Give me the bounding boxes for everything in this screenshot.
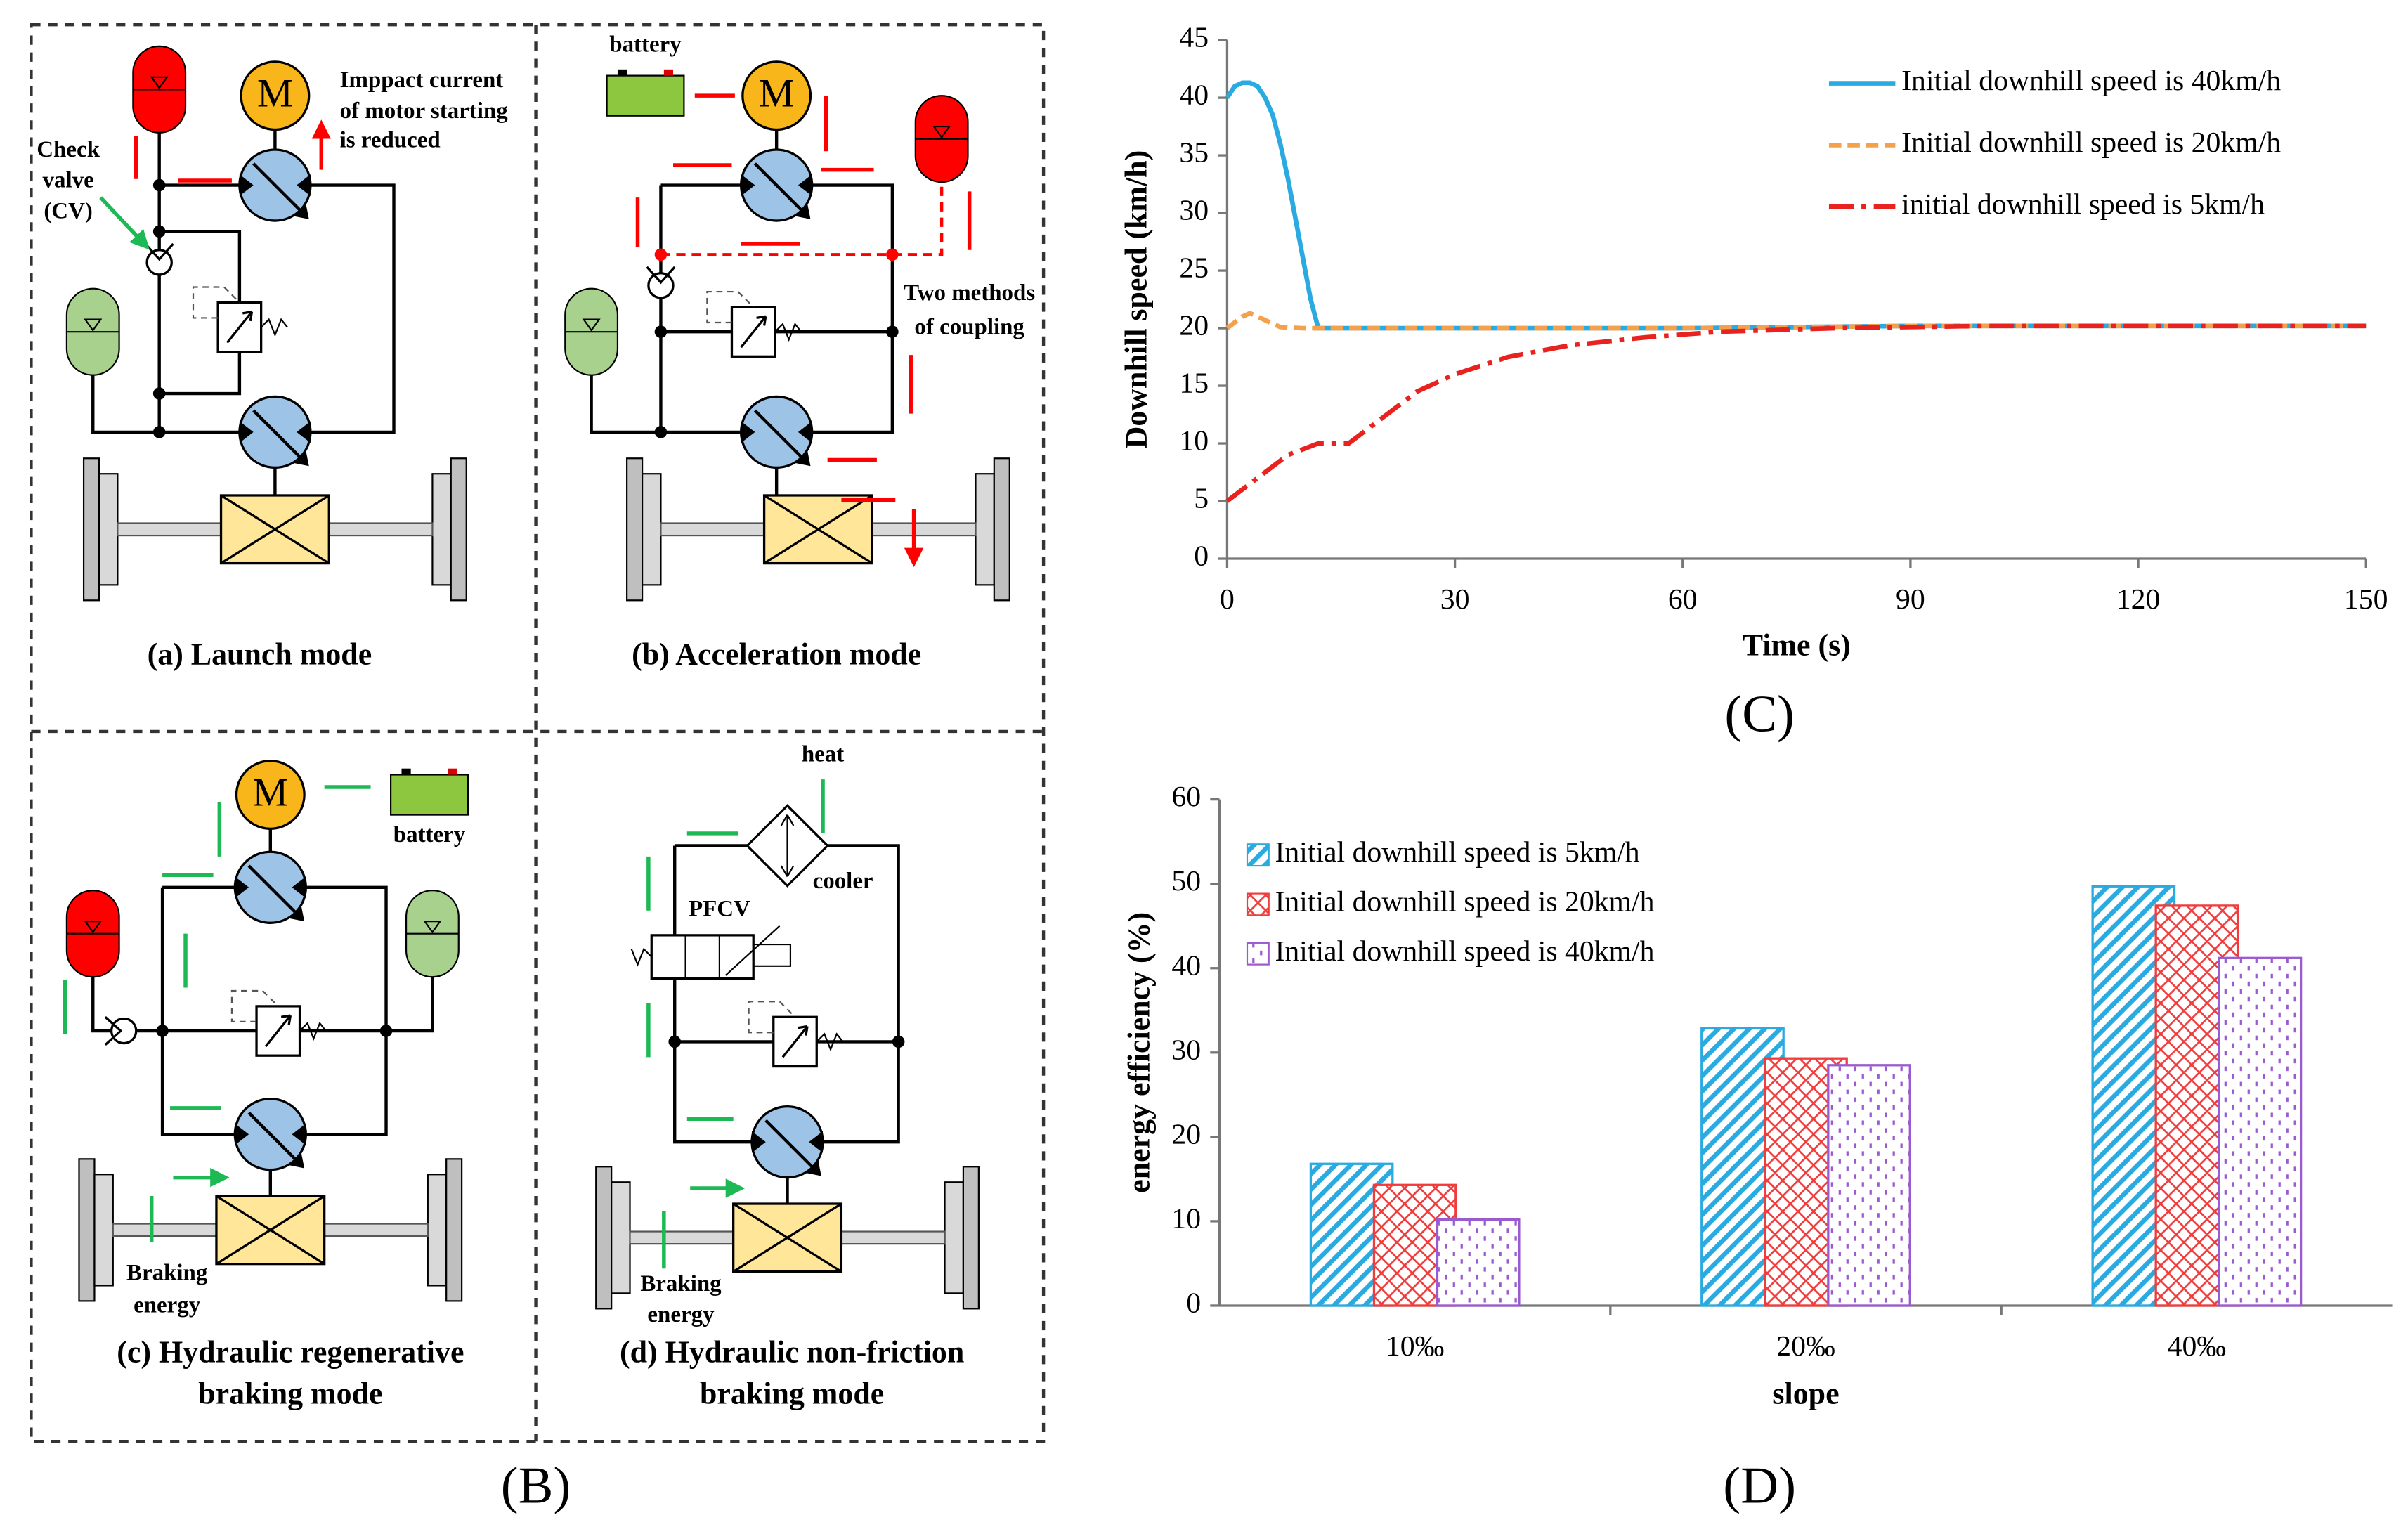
legend-label: Initial downhill speed is 20km/h xyxy=(1901,126,2281,159)
figure-label: (B) xyxy=(501,1457,571,1515)
annotation: Braking xyxy=(640,1271,722,1296)
y-tick-label: 30 xyxy=(1171,1034,1201,1066)
y-tick-label: 10 xyxy=(1179,425,1209,457)
x-axis-label: Time (s) xyxy=(1743,628,1851,662)
panel-caption: (a) Launch mode xyxy=(148,637,372,672)
annotation: Braking xyxy=(126,1261,208,1286)
y-tick-label: 0 xyxy=(1194,540,1209,573)
legend-swatch xyxy=(1246,942,1270,966)
y-tick-label: 20 xyxy=(1179,310,1209,342)
series-line xyxy=(1225,323,2367,503)
legend-label: initial downhill speed is 5km/h xyxy=(1901,188,2265,221)
annotation: Check xyxy=(37,137,100,162)
motor-label: M xyxy=(257,71,293,115)
legend-swatch xyxy=(1246,892,1270,916)
annotation: energy xyxy=(134,1293,201,1318)
legend-swatch xyxy=(1246,843,1270,867)
x-tick-label: 120 xyxy=(2116,583,2161,616)
x-tick-label: 30 xyxy=(1440,583,1470,616)
panel-caption: braking mode xyxy=(198,1377,382,1411)
series-line xyxy=(1225,311,2367,331)
x-tick-label: 0 xyxy=(1220,583,1235,616)
legend-label: Initial downhill speed is 40km/h xyxy=(1275,935,1655,968)
y-tick-label: 45 xyxy=(1179,22,1209,54)
panel-caption: (c) Hydraulic regenerative xyxy=(117,1334,464,1369)
annotation: (CV) xyxy=(44,199,93,224)
annotation: PFCV xyxy=(689,896,750,921)
annotation: Imppact current xyxy=(340,67,504,93)
y-tick-label: 35 xyxy=(1179,137,1209,169)
legend-label: Initial downhill speed is 20km/h xyxy=(1275,886,1655,918)
annotation: battery xyxy=(393,822,466,847)
y-tick-label: 40 xyxy=(1171,949,1201,982)
y-tick-label: 40 xyxy=(1179,79,1209,112)
legend-label: Initial downhill speed is 5km/h xyxy=(1275,836,1640,869)
y-tick-label: 50 xyxy=(1171,865,1201,897)
x-tick-label: 10‰ xyxy=(1386,1330,1444,1363)
annotation: battery xyxy=(609,32,682,57)
y-tick-label: 0 xyxy=(1186,1287,1201,1320)
y-axis-label: Downhill speed (km/h) xyxy=(1119,150,1153,449)
annotation: valve xyxy=(43,168,94,193)
x-tick-label: 40‰ xyxy=(2168,1330,2226,1363)
chart-label: (D) xyxy=(1723,1457,1796,1515)
x-tick-label: 20‰ xyxy=(1776,1330,1835,1363)
chart-label: (C) xyxy=(1724,685,1795,743)
panel-a: M Imppact current of motor starting is r… xyxy=(37,45,509,672)
bar xyxy=(1436,1218,1521,1307)
y-tick-label: 5 xyxy=(1194,483,1209,515)
annotation: energy xyxy=(647,1302,715,1327)
y-tick-label: 25 xyxy=(1179,252,1209,285)
diagram-panels: M Imppact current of motor starting is r… xyxy=(30,22,1046,1515)
panel-b: M battery Two methods of coupling (b) Ac… xyxy=(564,32,1035,672)
panel-caption: (b) Acceleration mode xyxy=(632,637,921,672)
y-tick-label: 30 xyxy=(1179,195,1209,227)
x-tick-label: 60 xyxy=(1668,583,1698,616)
motor-label: M xyxy=(252,770,288,814)
legend-label: Initial downhill speed is 40km/h xyxy=(1901,65,2281,97)
annotation: cooler xyxy=(813,869,873,894)
y-tick-label: 20 xyxy=(1171,1118,1201,1150)
annotation: heat xyxy=(802,742,844,767)
bar xyxy=(1827,1064,1911,1307)
y-tick-label: 60 xyxy=(1171,781,1201,813)
bar xyxy=(2218,956,2303,1307)
annotation: Two methods xyxy=(904,280,1035,306)
x-tick-label: 150 xyxy=(2344,583,2388,616)
panel-c: M battery Braking energy (c) Hydraulic r… xyxy=(63,760,469,1411)
panel-caption: braking mode xyxy=(700,1377,884,1411)
annotation: of motor starting xyxy=(340,98,509,124)
motor-label: M xyxy=(759,71,795,115)
x-tick-label: 90 xyxy=(1896,583,1925,616)
annotation: is reduced xyxy=(340,128,441,153)
panel-d: heat cooler PFCV Braking energy (d) Hydr… xyxy=(594,742,980,1411)
y-axis-label: energy efficiency (%) xyxy=(1122,912,1157,1193)
panel-caption: (d) Hydraulic non-friction xyxy=(620,1334,964,1369)
x-axis-label: slope xyxy=(1772,1377,1839,1411)
annotation: of coupling xyxy=(914,314,1024,339)
y-tick-label: 15 xyxy=(1179,368,1209,400)
y-tick-label: 10 xyxy=(1171,1202,1201,1235)
